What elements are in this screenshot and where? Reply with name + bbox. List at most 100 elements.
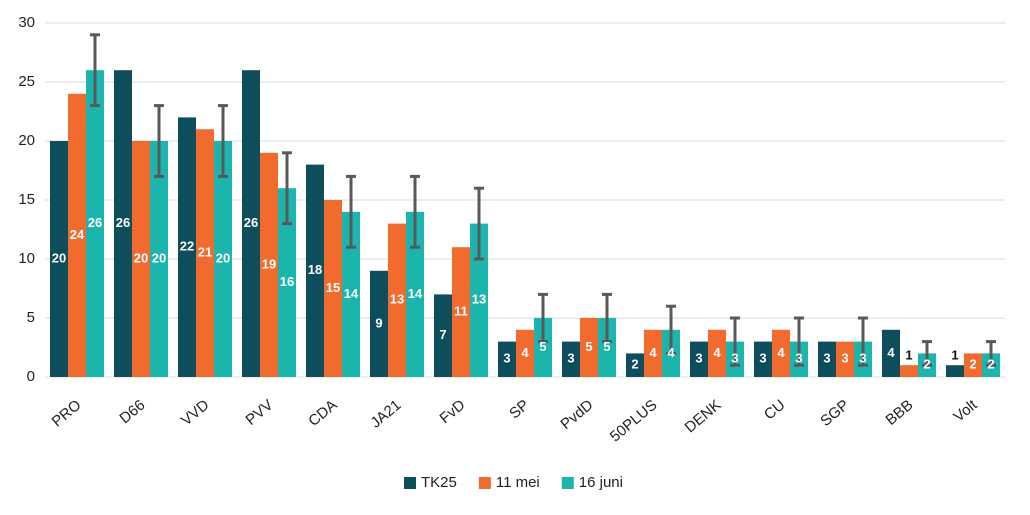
bar: [452, 247, 470, 377]
bar: [836, 341, 854, 377]
y-tick-label: 25: [18, 73, 35, 90]
y-tick-label: 15: [18, 191, 35, 208]
bar: [150, 141, 168, 377]
value-label: 15: [326, 280, 340, 295]
value-label: 3: [823, 351, 830, 366]
x-tick-label: FvD: [436, 396, 468, 427]
value-label: 20: [216, 250, 230, 265]
bar: [242, 70, 260, 377]
value-label: 4: [713, 345, 721, 360]
value-label: 13: [472, 292, 486, 307]
bar: [498, 341, 516, 377]
value-label: 16: [280, 274, 294, 289]
legend-swatch: [478, 477, 491, 489]
value-label: 14: [408, 286, 423, 301]
value-label: 3: [841, 351, 848, 366]
bar: [370, 270, 388, 377]
bar: [964, 353, 982, 377]
bar: [324, 200, 342, 377]
value-label: 2: [969, 357, 976, 372]
value-label: 1: [905, 348, 912, 363]
bar: [882, 329, 900, 377]
value-label: 2: [987, 357, 994, 372]
x-tick-label: PRO: [49, 397, 85, 431]
value-label: 21: [198, 245, 212, 260]
bar: [434, 294, 452, 377]
error-bar: [666, 304, 676, 355]
value-label: 18: [308, 262, 322, 277]
value-label: 4: [887, 345, 895, 360]
value-label: 3: [859, 351, 866, 366]
legend-label: TK25: [421, 474, 457, 491]
value-label: 5: [539, 339, 546, 354]
x-tick-label: Volt: [950, 396, 981, 426]
error-bar: [474, 186, 484, 261]
x-tick-label: CU: [761, 397, 789, 424]
error-bar: [858, 316, 868, 367]
x-tick-label: BBB: [883, 397, 917, 429]
value-label: 13: [390, 292, 404, 307]
bar: [900, 365, 918, 377]
bar: [580, 318, 598, 377]
bar: [598, 318, 616, 377]
bar: [708, 329, 726, 377]
x-tick-label: SP: [506, 397, 532, 423]
value-label: 19: [262, 256, 276, 271]
value-label: 26: [116, 215, 130, 230]
value-label: 4: [777, 345, 785, 360]
bar: [132, 141, 150, 377]
x-tick-label: 50PLUS: [607, 397, 661, 446]
error-bar: [794, 316, 804, 367]
value-label: 14: [344, 286, 359, 301]
y-tick-label: 0: [27, 368, 35, 385]
bar: [306, 164, 324, 377]
bar: [818, 341, 836, 377]
x-tick-label: DENK: [682, 397, 725, 437]
bar: [470, 223, 488, 377]
value-label: 4: [667, 345, 675, 360]
bar: [406, 211, 424, 377]
value-label: 5: [603, 339, 610, 354]
bar: [946, 365, 964, 377]
error-bar: [346, 174, 356, 249]
bar: [214, 141, 232, 377]
error-bar: [730, 316, 740, 367]
value-label: 20: [152, 250, 166, 265]
value-label: 3: [567, 351, 574, 366]
bar: [178, 117, 196, 378]
error-bar: [90, 33, 100, 108]
error-bar: [282, 151, 292, 226]
x-tick-label: PVV: [243, 397, 277, 429]
value-label: 4: [649, 345, 657, 360]
value-label: 22: [180, 239, 194, 254]
error-bar: [602, 292, 612, 344]
x-tick-label: SGP: [817, 397, 852, 430]
bar: [278, 188, 296, 377]
bar: [196, 129, 214, 377]
error-bar: [986, 340, 996, 367]
bar: [86, 70, 104, 377]
legend-label: 16 juni: [579, 474, 623, 491]
bar: [114, 70, 132, 377]
error-bar: [218, 104, 228, 178]
value-label: 11: [454, 304, 468, 319]
value-label: 5: [585, 339, 592, 354]
bar: [50, 141, 68, 377]
x-tick-label: CDA: [305, 397, 340, 430]
value-label: 20: [52, 250, 66, 265]
bar: [260, 152, 278, 377]
value-label: 3: [503, 351, 510, 366]
value-label: 2: [631, 357, 638, 372]
value-label: 3: [695, 351, 702, 366]
legend-swatch: [561, 477, 574, 489]
x-tick-label: VVD: [178, 396, 213, 429]
error-bar: [410, 174, 420, 249]
value-label: 26: [88, 215, 102, 230]
bar: [388, 223, 406, 377]
value-label: 1: [951, 348, 958, 363]
bar: [68, 93, 86, 378]
value-label: 3: [795, 351, 802, 366]
value-label: 24: [70, 227, 85, 242]
